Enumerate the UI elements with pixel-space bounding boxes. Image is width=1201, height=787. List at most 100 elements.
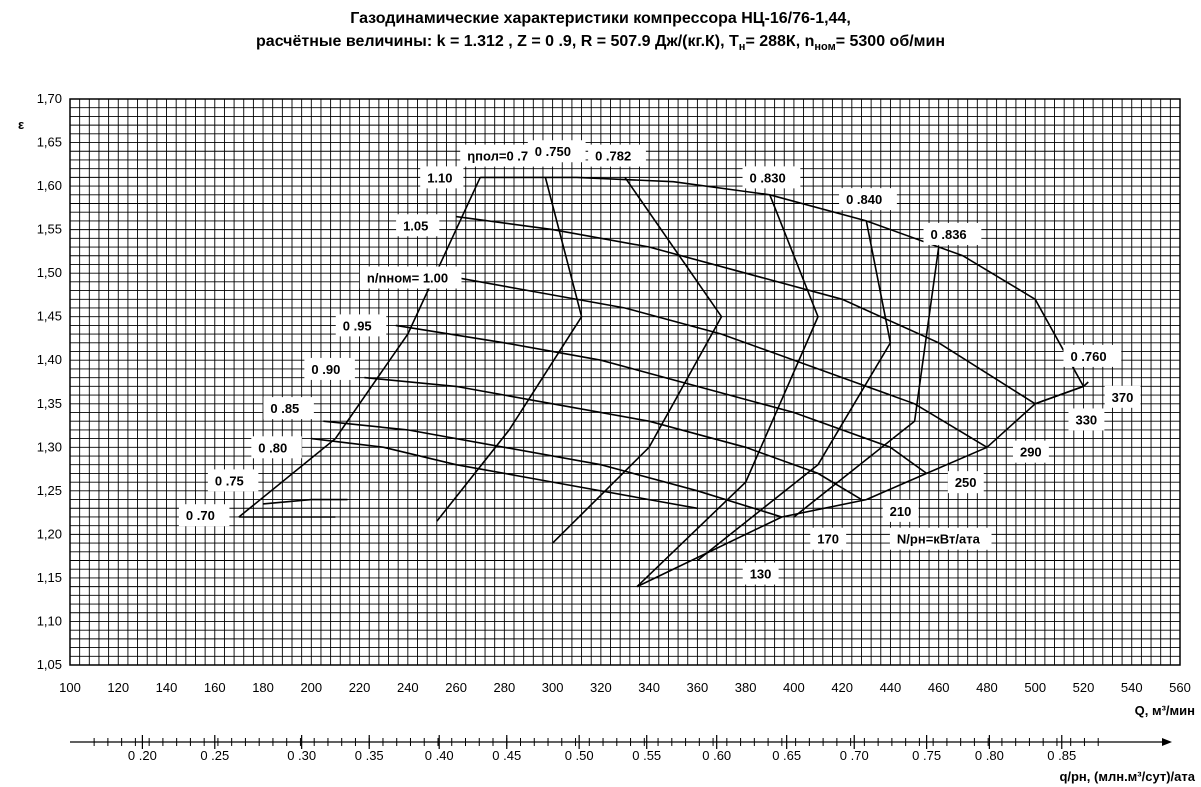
efficiency-line <box>696 220 892 562</box>
plot-border <box>69 98 1181 666</box>
secondary-tick-label: 0 .35 <box>355 748 384 763</box>
title-sub2: ном <box>814 41 836 54</box>
efficiency-label-text: 0 .760 <box>1070 349 1106 364</box>
speed-label: 0 .95 <box>335 314 387 337</box>
x-tick-label: 420 <box>831 680 853 695</box>
efficiency-line <box>793 246 940 518</box>
power-label: 170 <box>810 527 847 550</box>
speed-label-text: 0 .85 <box>270 401 299 416</box>
secondary-tick-label: 0 .65 <box>772 748 801 763</box>
speed-line <box>323 420 783 518</box>
y-tick-label: 1,30 <box>37 439 62 454</box>
efficiency-line <box>238 177 481 518</box>
speed-label: 0 .75 <box>207 469 259 492</box>
efficiency-label: 0 .760 <box>1063 344 1122 367</box>
power-label: 210 <box>882 499 919 522</box>
power-label-box <box>1104 385 1141 408</box>
speed-label-box <box>178 504 230 527</box>
y-tick-label: 1,10 <box>37 613 62 628</box>
y-tick-label: 1,55 <box>37 222 62 237</box>
x-tick-label: 200 <box>300 680 322 695</box>
speed-line <box>311 437 698 510</box>
y-tick-label: 1,35 <box>37 396 62 411</box>
x-tick-label: 360 <box>687 680 709 695</box>
speed-label-text: 0 .95 <box>343 318 372 333</box>
speed-label-text: 0 .80 <box>258 440 287 455</box>
power-label-text: 210 <box>890 504 912 519</box>
power-legend-text: N/pн=кВт/ата <box>897 532 981 547</box>
x-tick-label: 440 <box>880 680 902 695</box>
power-label-box <box>1012 440 1049 463</box>
x-tick-label: 460 <box>928 680 950 695</box>
y-tick-label: 1,05 <box>37 657 62 672</box>
secondary-tick-label: 0 .20 <box>128 748 157 763</box>
speed-line <box>364 376 862 501</box>
efficiency-label-box <box>527 140 586 163</box>
efficiency-label-box <box>923 222 982 245</box>
power-line <box>986 403 1036 448</box>
efficiency-label-box <box>1063 344 1122 367</box>
efficiency-label-text: ηпол=0 .725 <box>467 149 542 164</box>
speed-label-text: 0 .75 <box>215 473 244 488</box>
power-label-text: 290 <box>1020 445 1042 460</box>
secondary-tick-label: 0 .45 <box>492 748 521 763</box>
x-tick-label: 340 <box>638 680 660 695</box>
speed-label: 0 .80 <box>251 436 302 459</box>
x-axis-label: Q, м³/мин <box>1135 703 1195 718</box>
speed-label-text: 0 .70 <box>186 508 215 523</box>
power-label: 330 <box>1068 408 1105 431</box>
power-label-text: 250 <box>955 475 977 490</box>
x-tick-label: 540 <box>1121 680 1143 695</box>
speed-label-text: 1.10 <box>427 170 452 185</box>
efficiency-line <box>552 176 723 544</box>
chart-title-line2: расчётные величины: k = 1.312 , Z = 0 .9… <box>0 33 1201 53</box>
y-tick-label: 1,50 <box>37 265 62 280</box>
efficiency-label-text: 0 .836 <box>931 227 967 242</box>
power-label-box <box>742 562 779 585</box>
x-tick-label: 500 <box>1024 680 1046 695</box>
speed-label: 0 .90 <box>304 357 355 380</box>
secondary-tick-label: 0 .30 <box>287 748 316 763</box>
efficiency-line <box>436 177 583 522</box>
efficiency-label: 0 .782 <box>588 144 646 167</box>
speed-line <box>395 324 928 475</box>
speed-label: n/nном= 1.00 <box>359 266 462 289</box>
efficiency-label-box <box>839 188 897 211</box>
chart-labels: 0 .70 0 .75 0 .80 0 .85 0 .90 0 .95 n/nном= 1.… <box>178 140 1141 585</box>
power-label: 370 <box>1104 385 1141 408</box>
efficiency-label-text: 0 .750 <box>535 144 571 159</box>
power-label-box <box>882 499 919 522</box>
title-part-a: расчётные величины: k = 1.312 , Z = 0 .9… <box>256 33 739 50</box>
speed-label-box <box>251 436 302 459</box>
power-line <box>1034 385 1084 405</box>
x-tick-label: 240 <box>397 680 419 695</box>
power-legend: N/pн=кВт/ата <box>889 527 992 550</box>
plot-grid <box>69 98 1181 666</box>
chart-title-line1: Газодинамические характеристики компресс… <box>350 10 851 27</box>
power-label-text: 370 <box>1112 390 1134 405</box>
power-label: 290 <box>1012 440 1049 463</box>
secondary-tick-label: 0 .80 <box>975 748 1004 763</box>
y-tick-label: 1,40 <box>37 352 62 367</box>
chart-lines <box>238 176 1089 588</box>
title-sub1: н <box>738 41 746 54</box>
secondary-tick-label: 0 .70 <box>840 748 869 763</box>
secondary-tick-label: 0 .25 <box>200 748 229 763</box>
x-tick-label: 260 <box>445 680 467 695</box>
secondary-tick-label: 0 .75 <box>912 748 941 763</box>
x-tick-label: 400 <box>783 680 805 695</box>
secondary-tick-label: 0 .85 <box>1047 748 1076 763</box>
x-tick-label: 380 <box>735 680 757 695</box>
y-tick-label: 1,70 <box>37 91 62 106</box>
speed-label-box <box>207 469 259 492</box>
y-tick-label: 1,25 <box>37 483 62 498</box>
speed-label-text: 0 .90 <box>311 362 340 377</box>
speed-label: 1.05 <box>396 214 440 237</box>
secondary-axis-arrow <box>1162 738 1172 746</box>
title-part-b: = 288К, n <box>745 33 815 50</box>
speed-line <box>480 176 1085 387</box>
title-part-c: = 5300 об/мин <box>835 33 945 50</box>
efficiency-label-text: 0 .830 <box>750 170 786 185</box>
speed-label-box <box>420 166 464 189</box>
